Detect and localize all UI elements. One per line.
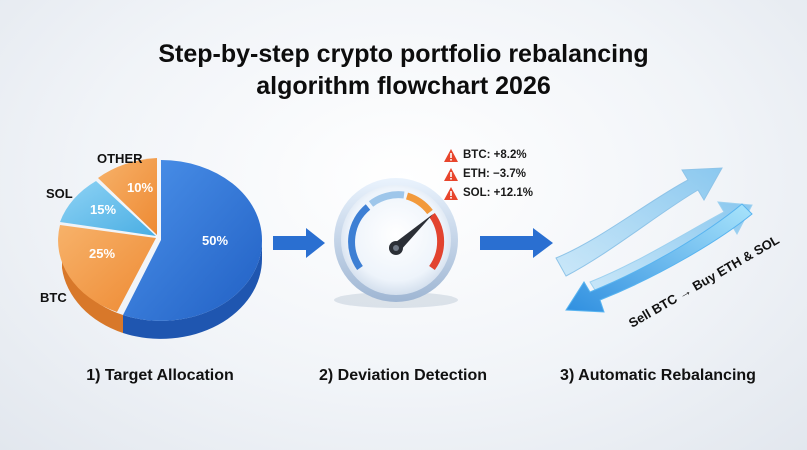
gauge-arc-orange [405, 192, 433, 215]
alert-text-sol: SOL: +12.1% [463, 187, 533, 199]
pie-outside-label-sol: SOL [46, 186, 73, 201]
pie-label-other-pct: 10% [127, 180, 153, 195]
warning-icon [444, 186, 458, 200]
warning-icon [444, 148, 458, 162]
gauge-arc-red [429, 212, 445, 271]
pie-blue-side [123, 240, 263, 339]
pie-slice-btc [123, 160, 263, 321]
deviation-alerts: BTC: +8.2% ETH: −3.7% SOL: +12.1% [444, 146, 533, 203]
gauge-needle [392, 214, 433, 251]
gauge-arc-light [368, 191, 405, 207]
alert-row-btc: BTC: +8.2% [444, 146, 533, 164]
title-line-2: algorithm flowchart 2026 [256, 72, 551, 100]
pie-slice-eth [58, 225, 156, 312]
flow-arrow-1 [273, 228, 325, 258]
page-title: Step-by-step crypto portfolio rebalancin… [0, 38, 807, 102]
step-label-deviation-detection: 2) Deviation Detection [318, 367, 488, 384]
pie-outside-label-other: OTHER [97, 151, 143, 166]
rebalancing-arrows: Sell BTC → Buy ETH & SOL [555, 167, 782, 331]
gauge-arc-blue [348, 204, 371, 271]
alert-row-eth: ETH: −3.7% [444, 165, 533, 183]
pie-slice-other [98, 158, 157, 235]
down-arrow [565, 203, 753, 313]
alert-text-eth: ETH: −3.7% [463, 168, 526, 180]
step-label-target-allocation: 1) Target Allocation [86, 367, 234, 384]
step-label-automatic-rebalancing: 3) Automatic Rebalancing [560, 367, 756, 384]
warning-icon [444, 167, 458, 181]
allocation-pie-chart: 50% 25% 15% 10% OTHER SOL BTC [40, 151, 263, 339]
pie-outside-label-btc: BTC [40, 290, 67, 305]
alert-row-sol: SOL: +12.1% [444, 184, 533, 202]
pie-label-sol-pct: 15% [90, 202, 116, 217]
title-line-1: Step-by-step crypto portfolio rebalancin… [158, 40, 649, 68]
pie-orange-side [62, 252, 123, 333]
pie-label-btc-pct: 50% [202, 233, 228, 248]
up-arrow-back [555, 167, 723, 277]
deviation-gauge [334, 178, 458, 308]
alert-text-btc: BTC: +8.2% [463, 149, 527, 161]
pie-label-eth-pct: 25% [89, 246, 115, 261]
pie-slice-sol [60, 181, 156, 236]
flow-arrow-2 [480, 228, 553, 258]
